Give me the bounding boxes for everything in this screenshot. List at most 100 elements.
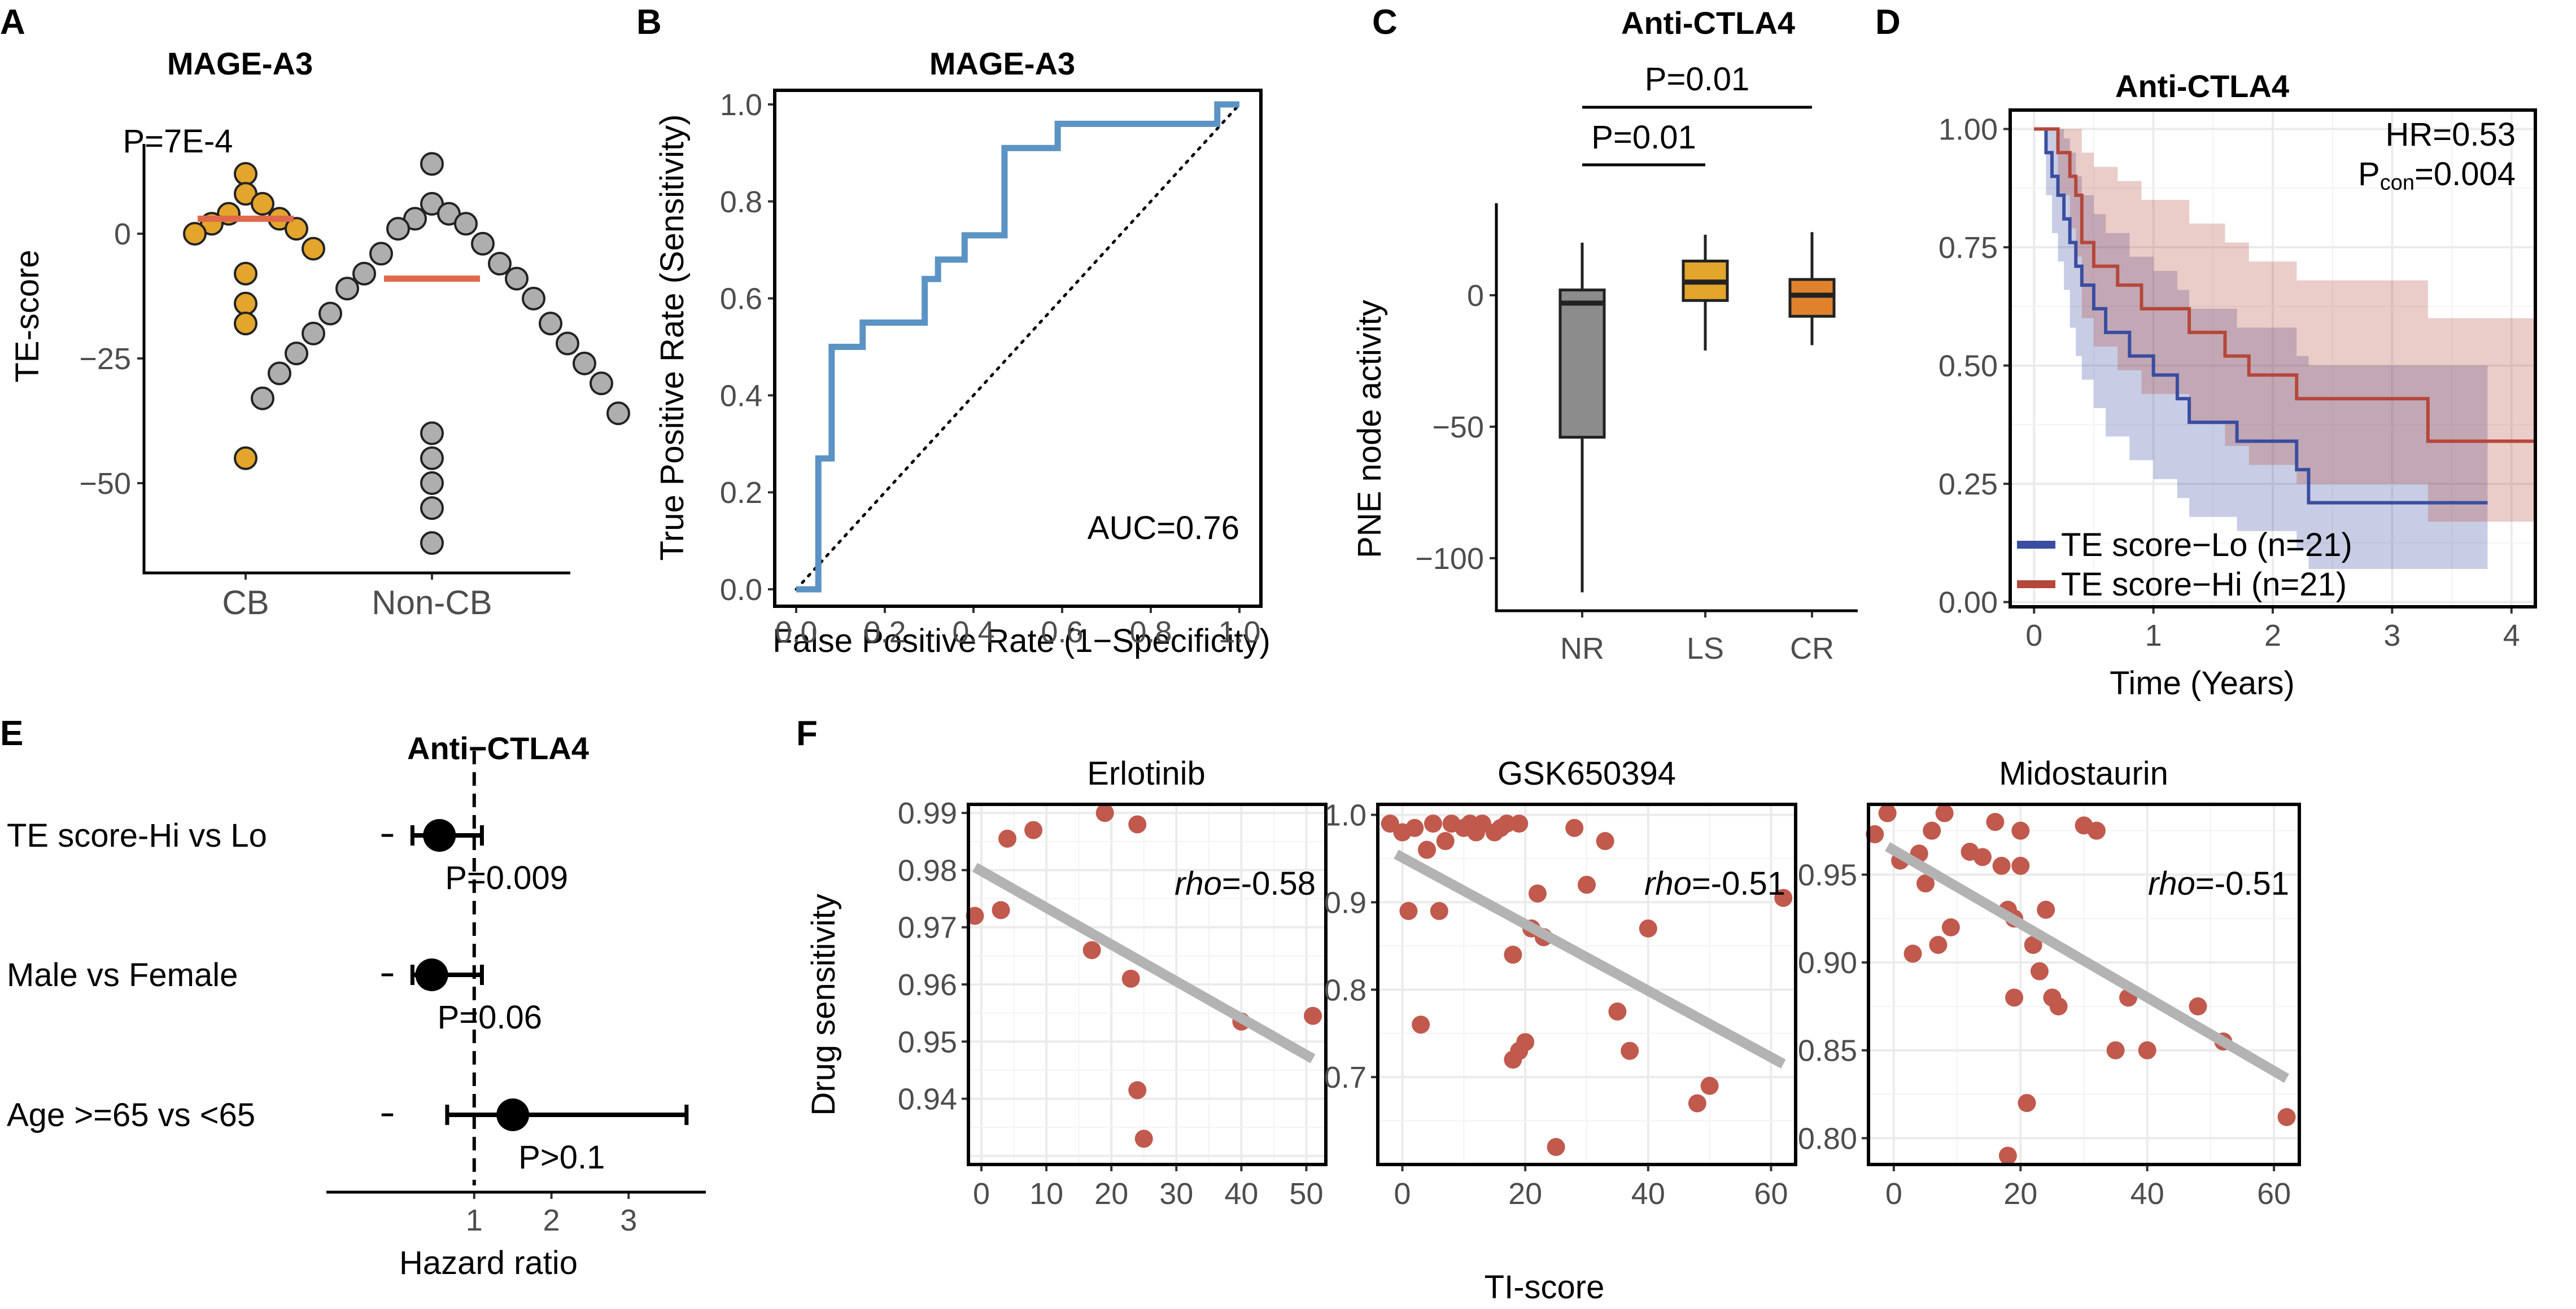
f-ytick-label: 0.95 <box>898 1025 957 1059</box>
panel-c: C Anti-CTLA4 PNE node activity 0−50−100 … <box>1351 3 1858 666</box>
a-point <box>234 291 257 316</box>
f-point <box>2011 856 2030 875</box>
panel-d-survival-curves <box>2034 127 2535 505</box>
a-point <box>590 371 613 396</box>
f-point <box>1935 804 1954 822</box>
panel-d-confidence-bands <box>2034 129 2535 569</box>
d-ytick-label: 0.50 <box>1938 349 1998 383</box>
f-rho-symbol: rho <box>1175 865 1222 902</box>
e-xtick-label: 3 <box>620 1203 637 1237</box>
f-ytick-label: 0.96 <box>898 968 957 1002</box>
panel-d-frame <box>2009 108 2537 608</box>
f-point <box>1405 818 1424 837</box>
f-point <box>2138 1041 2156 1060</box>
f-point <box>1878 804 1897 822</box>
a-point <box>420 531 444 555</box>
f-point <box>1134 1129 1153 1148</box>
f-point <box>1578 875 1596 894</box>
a-point <box>420 152 444 176</box>
c-comparison-label: P=0.01 <box>1591 119 1696 156</box>
panel-d-p-letter: P <box>2358 156 2380 192</box>
f-point <box>2018 1094 2036 1113</box>
f-point <box>1639 919 1657 938</box>
panel-b-diagonal <box>794 103 1241 591</box>
d-curve-0 <box>2034 127 2488 505</box>
panel-c-yticks: 0 −50 −100 <box>1415 279 1496 576</box>
panel-a: A MAGE-A3 P=7E-4 TE-score 0 −25 −50 CB Non-… <box>0 3 630 621</box>
panel-a-axes <box>142 144 570 575</box>
f-point <box>1700 1076 1719 1095</box>
f-rho-annotation: rho=-0.58 <box>1175 865 1316 902</box>
f-ytick-label: 0.7 <box>1324 1061 1366 1095</box>
f-point <box>1424 815 1442 833</box>
f-rho-symbol: rho <box>2148 865 2195 902</box>
a-point <box>234 261 257 286</box>
f-xtick-label: 40 <box>2130 1177 2164 1211</box>
panel-c-title: Anti-CTLA4 <box>1621 5 1795 41</box>
panel-b-title: MAGE-A3 <box>929 46 1075 81</box>
f-ytick-label: 0.94 <box>898 1083 957 1117</box>
b-xtick-label: 0.2 <box>863 615 906 649</box>
b-ytick-label: 0.0 <box>720 573 762 607</box>
b-ytick-label: 0.8 <box>720 185 762 219</box>
b-ytick-label: 0.2 <box>720 476 762 510</box>
a-point <box>488 252 512 276</box>
a-point <box>302 237 325 261</box>
c-ytick-label: 0 <box>1467 279 1484 313</box>
panel-a-xticks: CB Non-CB <box>222 573 492 621</box>
a-point <box>251 386 274 410</box>
f-point <box>1430 901 1448 920</box>
a-ytick-label: 0 <box>114 217 131 251</box>
f-subplot-0: Erlotinib 0.94 0.95 0.96 0.97 0.98 0.99 0 10 20 30… <box>898 755 1328 1211</box>
f-point <box>2087 821 2106 840</box>
a-point <box>471 231 495 256</box>
panel-e-xlabel: Hazard ratio <box>399 1245 578 1281</box>
panel-letter-d: D <box>1875 3 1901 42</box>
panel-d-p-value: =0.004 <box>2415 156 2516 192</box>
panel-e-xticks: 1 2 3 <box>466 1192 637 1237</box>
a-point <box>556 331 579 356</box>
b-xtick-label: 0.8 <box>1129 615 1172 649</box>
panel-a-ylabel: TE-score <box>9 249 46 382</box>
panel-a-pvalue: P=7E-4 <box>123 123 233 160</box>
f-xtick-label: 40 <box>1631 1177 1665 1211</box>
f-ytick-label: 0.8 <box>1324 973 1366 1007</box>
d-band-0 <box>2034 129 2488 569</box>
f-ytick-label: 0.85 <box>1798 1034 1857 1068</box>
f-point <box>1608 1002 1627 1021</box>
f-subplot-1: GSK650394 0.7 0.8 0.9 1.0 0 20 40 60 rho=-0.51 <box>1324 755 1797 1211</box>
f-fit-line <box>1394 850 1786 1069</box>
panel-letter-e: E <box>0 714 23 753</box>
panel-a-points <box>183 152 630 555</box>
panel-d-yticks: 0.00 0.25 0.50 0.75 1.00 <box>1938 113 2010 620</box>
a-point <box>285 217 308 241</box>
a-point <box>268 361 291 386</box>
a-point <box>386 217 410 241</box>
panel-c-xticks: NR LS CR <box>1560 611 1834 666</box>
f-point <box>1986 813 2005 831</box>
c-xtick-label: NR <box>1560 632 1604 666</box>
f-point <box>1121 969 1140 988</box>
f-rho-value: =-0.51 <box>2195 865 2289 902</box>
f-point <box>1596 832 1614 851</box>
f-subplot-2: Midostaurin 0.80 0.85 0.90 0.95 0 20 40 60 rho=-0… <box>1798 755 2301 1211</box>
c-xtick-label: LS <box>1687 632 1724 666</box>
panel-f-xlabel: TI-score <box>1485 1269 1605 1306</box>
c-box <box>1558 288 1606 439</box>
e-row-pvalue: P=0.06 <box>438 999 542 1036</box>
panel-letter-f: F <box>796 714 818 753</box>
e-row-label: Male vs Female <box>7 957 238 993</box>
f-point <box>2005 988 2024 1007</box>
f-point <box>1024 821 1043 839</box>
f-point <box>2037 900 2055 919</box>
b-ytick-label: 0.4 <box>720 379 762 413</box>
panel-a-yticks: 0 −25 −50 <box>79 217 144 501</box>
a-point <box>234 312 257 336</box>
f-point <box>1973 848 1992 866</box>
a-point <box>420 421 444 445</box>
panel-f-subplots: Erlotinib 0.94 0.95 0.96 0.97 0.98 0.99 0 10 20 30… <box>898 755 2301 1211</box>
f-point <box>1929 935 1948 954</box>
d-xtick-label: 2 <box>2264 619 2281 653</box>
c-ytick-label: −100 <box>1415 542 1484 576</box>
f-point <box>1774 888 1793 907</box>
